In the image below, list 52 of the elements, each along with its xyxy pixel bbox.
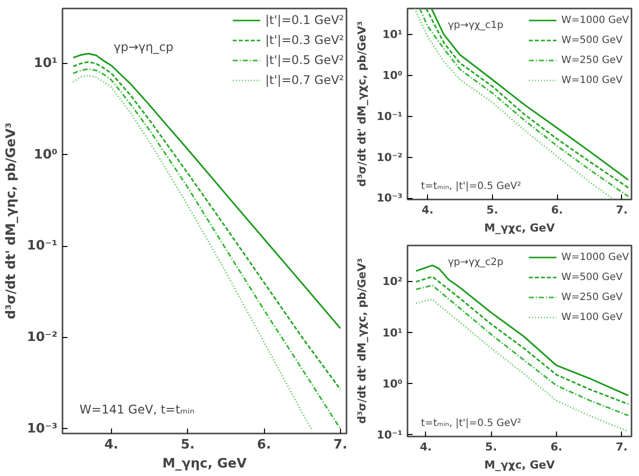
x-tick-label: 7. (333, 438, 348, 452)
y-tick-label: 10⁻³ (26, 421, 58, 436)
y-tick-label: 10⁻² (26, 330, 58, 346)
y-axis-title: d³σ/dt dt' dM_γηc, pb/GeV³ (4, 122, 19, 320)
y-axis-title: d³σ/dt dt' dM_γχc, pb/GeV³ (356, 258, 369, 424)
y-tick-label: 10¹ (382, 326, 403, 340)
x-axis-title: M_γχc, GeV (484, 222, 556, 234)
x-tick-label: 5. (180, 438, 195, 452)
y-tick-label: 10⁰ (382, 377, 403, 390)
y-tick-label: 10⁰ (382, 68, 403, 82)
line-series (72, 52, 342, 330)
legend-label: W=250 GeV (561, 291, 623, 303)
x-tick-label: 6. (551, 204, 563, 216)
y-axis-title: d³σ/dt dt' dM_γχc, pb/GeV³ (356, 21, 369, 187)
x-tick-label: 5. (486, 204, 498, 216)
annotation: W=141 GeV, t=tₘᵢₙ (80, 402, 195, 416)
x-tick-label: 4. (420, 440, 432, 454)
annotation: γp→γχ_c2p (448, 257, 504, 268)
y-tick-label: 10² (382, 275, 403, 288)
x-tick-label: 4. (422, 204, 434, 216)
legend-label: W=250 GeV (561, 54, 623, 66)
annotation: t=tₘᵢₙ, |t'|=0.5 GeV² (420, 180, 522, 192)
legend-label: W=1000 GeV (561, 14, 629, 26)
legend-label: W=100 GeV (561, 74, 623, 86)
y-tick-label: 10⁻¹ (26, 238, 58, 254)
legend-label: |t'|=0.3 GeV² (265, 33, 344, 47)
legend-label: |t'|=0.5 GeV² (265, 53, 344, 67)
x-tick-label: 7. (616, 440, 628, 454)
legend-label: |t'|=0.7 GeV² (265, 73, 344, 87)
x-tick-label: 6. (257, 438, 272, 452)
legend-label: |t'|=0.1 GeV² (265, 13, 344, 27)
annotation: γp→γχ_c1p (448, 20, 504, 32)
x-tick-label: 7. (616, 204, 628, 216)
y-tick-label: 10¹ (34, 56, 58, 71)
y-tick-label: 10⁰ (34, 147, 58, 162)
annotation: t=tₘᵢₙ, |t'|=0.5 GeV² (420, 418, 522, 429)
x-axis-title: M_γχc, GeV (484, 458, 556, 472)
line-series (415, 298, 630, 432)
annotation: γp→γη_cp (114, 40, 174, 54)
x-tick-label: 6. (550, 440, 562, 454)
y-tick-label: 10⁻³ (376, 192, 403, 205)
legend-label: W=500 GeV (561, 34, 623, 46)
x-tick-label: 4. (104, 438, 118, 452)
y-tick-label: 10⁻¹ (376, 110, 403, 123)
y-tick-label: 10⁻² (376, 150, 403, 164)
legend-label: W=1000 GeV (561, 251, 629, 263)
y-tick-label: 10⁻¹ (376, 428, 403, 442)
legend-label: W=100 GeV (561, 311, 623, 323)
legend-label: W=500 GeV (561, 271, 623, 283)
x-axis-title: M_γηc, GeV (162, 456, 247, 472)
y-tick-label: 10¹ (382, 28, 403, 41)
x-tick-label: 5. (485, 440, 498, 454)
